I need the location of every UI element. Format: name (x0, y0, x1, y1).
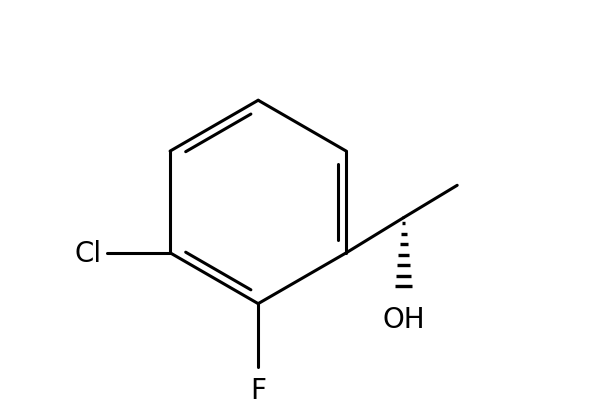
Text: F: F (250, 376, 266, 404)
Text: Cl: Cl (75, 239, 102, 267)
Text: OH: OH (383, 305, 425, 333)
